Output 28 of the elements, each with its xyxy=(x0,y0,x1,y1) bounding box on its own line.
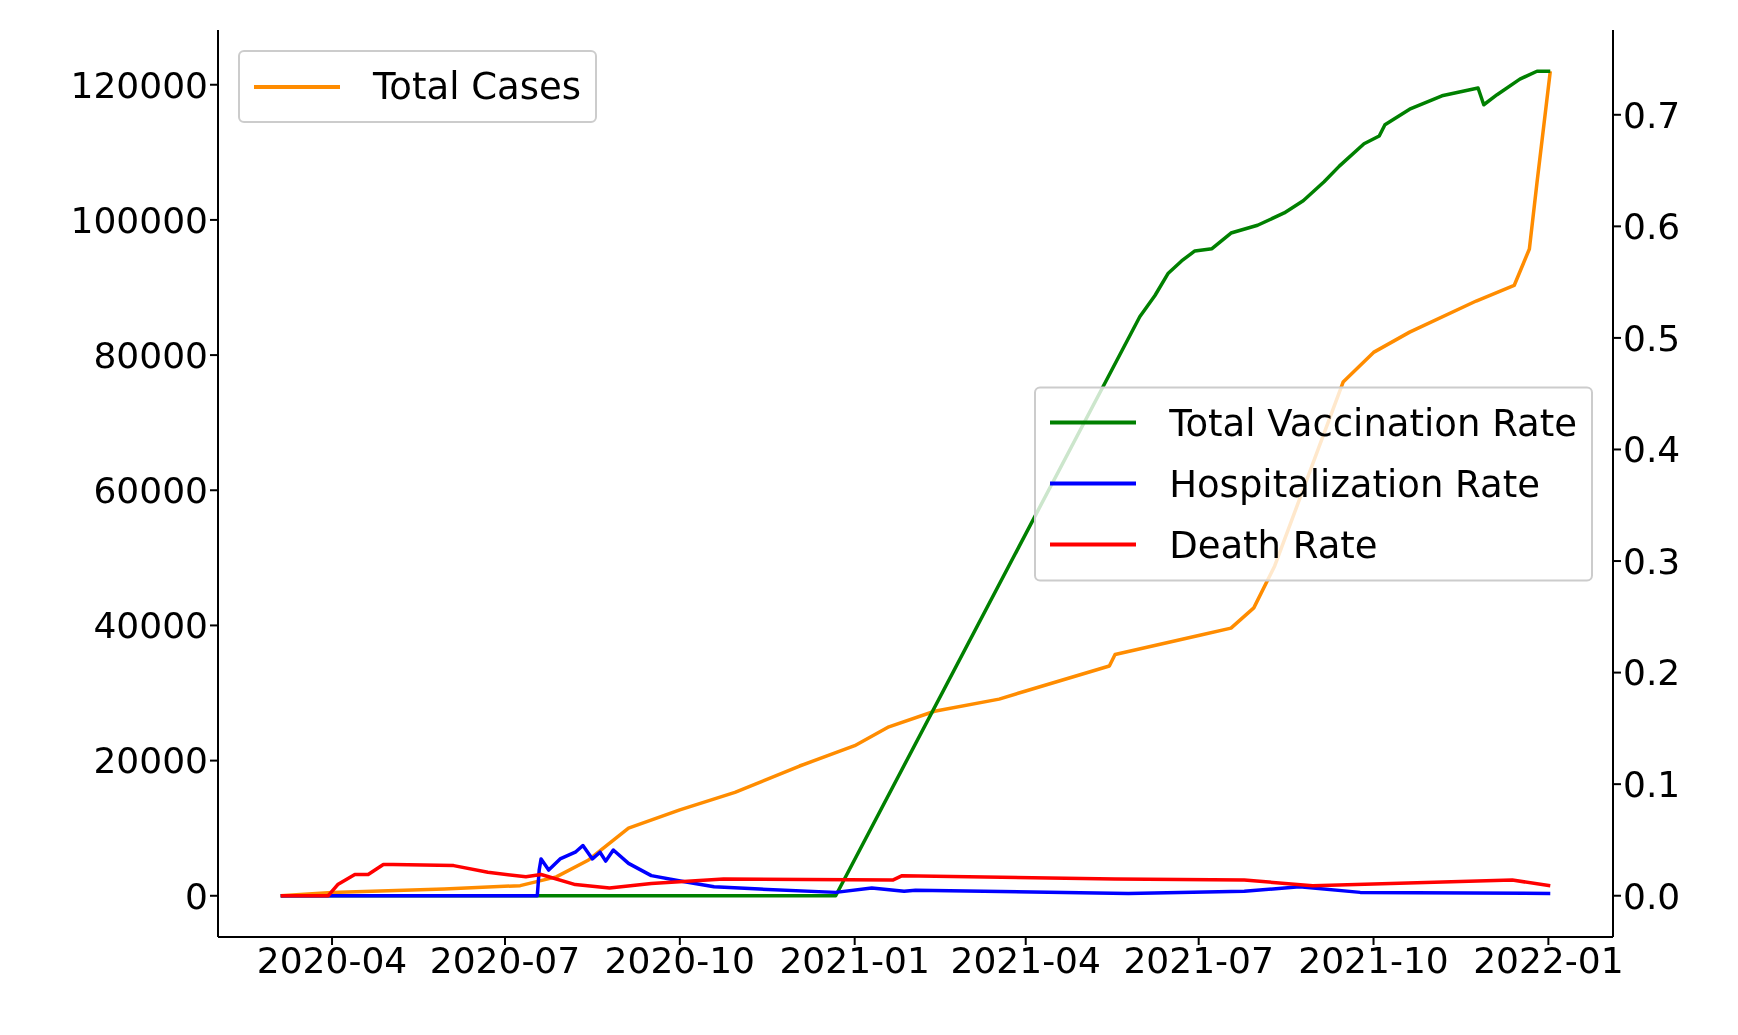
y2-tick-label: 0.1 xyxy=(1623,763,1681,805)
y-tick-label: 120000 xyxy=(70,64,208,106)
x-tick-label: 2022-01 xyxy=(1473,939,1624,981)
y-tick-label: 60000 xyxy=(93,470,208,512)
x-tick-label: 2021-04 xyxy=(950,939,1101,981)
legend-label: Hospitalization Rate xyxy=(1169,461,1540,507)
y-tick-label: 40000 xyxy=(93,605,208,647)
x-tick-label: 2021-01 xyxy=(779,939,930,981)
y-tick-label: 100000 xyxy=(70,199,208,241)
y-tick-label: 0 xyxy=(185,875,208,917)
y-tick-label: 80000 xyxy=(93,334,208,376)
y2-tick-label: 0.4 xyxy=(1623,429,1681,471)
x-tick-label: 2021-10 xyxy=(1298,939,1449,981)
y2-tick-label: 0.7 xyxy=(1623,94,1681,136)
x-tick-label: 2020-04 xyxy=(256,939,408,981)
x-tick-label: 2020-10 xyxy=(604,939,756,981)
y2-tick-label: 0.2 xyxy=(1623,652,1681,694)
x-tick-label: 2021-07 xyxy=(1123,939,1274,981)
line-series xyxy=(278,862,1553,898)
y2-tick-label: 0.0 xyxy=(1623,875,1681,917)
legend-label: Total Vaccination Rate xyxy=(1169,400,1577,446)
x-tick-label: 2020-07 xyxy=(429,939,581,981)
y2-tick-label: 0.3 xyxy=(1623,540,1681,582)
legend-label: Death Rate xyxy=(1169,522,1378,568)
y-tick-label: 20000 xyxy=(93,740,208,782)
legend-label: Total Cases xyxy=(373,64,581,110)
y2-tick-label: 0.6 xyxy=(1623,206,1681,248)
y2-tick-label: 0.5 xyxy=(1623,317,1681,359)
